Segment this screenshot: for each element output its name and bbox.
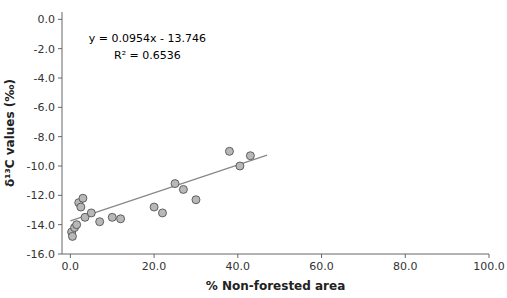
y-tick-label: -6.0 <box>34 101 55 114</box>
y-tick <box>58 254 62 255</box>
regression-line <box>70 155 267 221</box>
x-tick-label: 100.0 <box>473 260 505 273</box>
y-tick <box>58 224 62 225</box>
y-tick-label: -14.0 <box>27 219 55 232</box>
scatter-point <box>73 221 81 229</box>
x-tick <box>154 254 155 258</box>
scatter-point <box>158 209 166 217</box>
y-tick-label: 0.0 <box>38 13 56 26</box>
scatter-point <box>117 215 125 223</box>
y-tick <box>58 107 62 108</box>
y-tick <box>58 78 62 79</box>
scatter-point <box>236 162 244 170</box>
y-tick-label: -8.0 <box>34 131 55 144</box>
y-tick-label: -4.0 <box>34 72 55 85</box>
x-tick <box>405 254 406 258</box>
y-tick <box>58 19 62 20</box>
x-tick-label: 20.0 <box>142 260 167 273</box>
y-tick-label: -16.0 <box>27 248 55 261</box>
x-tick-label: 60.0 <box>309 260 334 273</box>
scatter-point <box>179 185 187 193</box>
scatter-point <box>68 232 76 240</box>
x-tick-label: 80.0 <box>393 260 418 273</box>
y-tick-label: -10.0 <box>27 160 55 173</box>
scatter-point <box>87 209 95 217</box>
scatter-point <box>225 147 233 155</box>
x-tick <box>70 254 71 258</box>
scatter-point <box>79 194 87 202</box>
x-tick-label: 0.0 <box>62 260 80 273</box>
y-tick <box>58 166 62 167</box>
scatter-point <box>246 152 254 160</box>
x-axis-label: % Non-forested area <box>206 279 346 293</box>
y-axis-label: δ¹³C values (‰) <box>3 79 17 187</box>
scatter-point <box>150 203 158 211</box>
plot-area <box>68 147 267 240</box>
x-tick <box>321 254 322 258</box>
scatter-point <box>171 180 179 188</box>
scatter-point <box>77 203 85 211</box>
x-tick <box>237 254 238 258</box>
x-tick <box>489 254 490 258</box>
annotation: R² = 0.6536 <box>114 49 181 62</box>
scatter-point <box>96 218 104 226</box>
annotation: y = 0.0954x - 13.746 <box>89 32 206 45</box>
x-tick-label: 40.0 <box>226 260 251 273</box>
y-tick <box>58 195 62 196</box>
scatter-point <box>192 196 200 204</box>
scatter-point <box>108 213 116 221</box>
chart: 0.0 20.0 40.0 60.0 80.0 100.0 0.0 -2.0 -4.0 -6.0 -… <box>0 0 507 298</box>
y-tick-label: -2.0 <box>34 43 55 56</box>
y-tick <box>58 136 62 137</box>
x-axis-line <box>62 254 489 255</box>
y-tick <box>58 48 62 49</box>
y-tick-label: -12.0 <box>27 189 55 202</box>
